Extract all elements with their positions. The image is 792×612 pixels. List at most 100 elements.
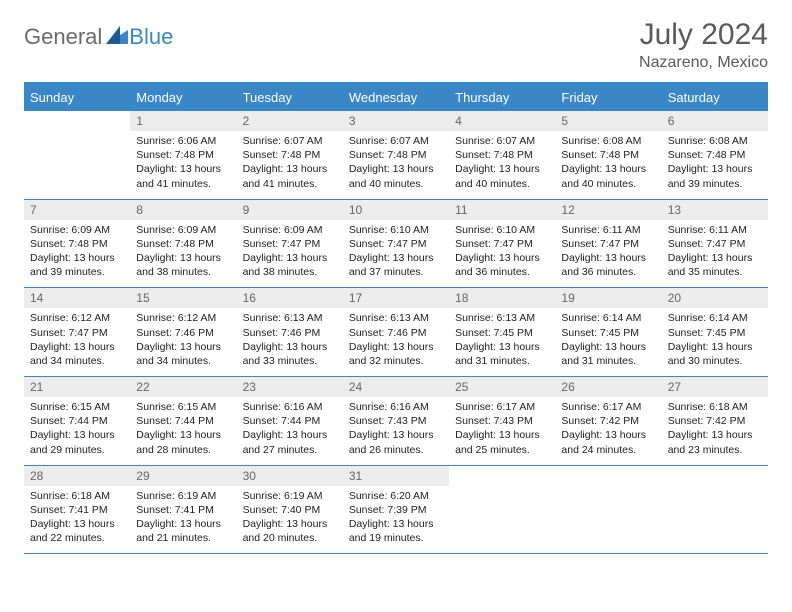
daylight-text-1: Daylight: 13 hours	[136, 340, 230, 354]
sunset-text: Sunset: 7:45 PM	[455, 326, 549, 340]
sunrise-text: Sunrise: 6:19 AM	[136, 489, 230, 503]
logo-text-blue: Blue	[129, 24, 173, 50]
daylight-text-2: and 38 minutes.	[243, 265, 337, 279]
day-number: 28	[24, 466, 130, 486]
daylight-text-2: and 36 minutes.	[561, 265, 655, 279]
daylight-text-2: and 28 minutes.	[136, 443, 230, 457]
calendar-cell: 11Sunrise: 6:10 AMSunset: 7:47 PMDayligh…	[449, 199, 555, 288]
sunset-text: Sunset: 7:48 PM	[455, 148, 549, 162]
sunrise-text: Sunrise: 6:16 AM	[349, 400, 443, 414]
sunrise-text: Sunrise: 6:19 AM	[243, 489, 337, 503]
calendar-cell: 7Sunrise: 6:09 AMSunset: 7:48 PMDaylight…	[24, 199, 130, 288]
daylight-text-2: and 33 minutes.	[243, 354, 337, 368]
day-body: Sunrise: 6:19 AMSunset: 7:40 PMDaylight:…	[237, 486, 343, 554]
calendar-cell: 17Sunrise: 6:13 AMSunset: 7:46 PMDayligh…	[343, 288, 449, 377]
daylight-text-2: and 31 minutes.	[455, 354, 549, 368]
daylight-text-2: and 34 minutes.	[136, 354, 230, 368]
calendar-cell: 14Sunrise: 6:12 AMSunset: 7:47 PMDayligh…	[24, 288, 130, 377]
daylight-text-1: Daylight: 13 hours	[668, 251, 762, 265]
daylight-text-2: and 24 minutes.	[561, 443, 655, 457]
day-body: Sunrise: 6:15 AMSunset: 7:44 PMDaylight:…	[130, 397, 236, 465]
sunset-text: Sunset: 7:45 PM	[561, 326, 655, 340]
sunset-text: Sunset: 7:47 PM	[455, 237, 549, 251]
daylight-text-2: and 20 minutes.	[243, 531, 337, 545]
daylight-text-2: and 41 minutes.	[136, 177, 230, 191]
sunset-text: Sunset: 7:44 PM	[243, 414, 337, 428]
sunrise-text: Sunrise: 6:17 AM	[455, 400, 549, 414]
day-header: Saturday	[662, 83, 768, 111]
calendar-header-row: Sunday Monday Tuesday Wednesday Thursday…	[24, 83, 768, 111]
sunrise-text: Sunrise: 6:18 AM	[30, 489, 124, 503]
daylight-text-1: Daylight: 13 hours	[561, 162, 655, 176]
daylight-text-2: and 27 minutes.	[243, 443, 337, 457]
day-body: Sunrise: 6:11 AMSunset: 7:47 PMDaylight:…	[555, 220, 661, 288]
sunset-text: Sunset: 7:48 PM	[561, 148, 655, 162]
sunrise-text: Sunrise: 6:09 AM	[136, 223, 230, 237]
day-body: Sunrise: 6:13 AMSunset: 7:45 PMDaylight:…	[449, 308, 555, 376]
sunset-text: Sunset: 7:39 PM	[349, 503, 443, 517]
calendar-cell: 30Sunrise: 6:19 AMSunset: 7:40 PMDayligh…	[237, 465, 343, 554]
day-body: Sunrise: 6:06 AMSunset: 7:48 PMDaylight:…	[130, 131, 236, 199]
sunrise-text: Sunrise: 6:12 AM	[136, 311, 230, 325]
daylight-text-2: and 31 minutes.	[561, 354, 655, 368]
calendar-cell: 18Sunrise: 6:13 AMSunset: 7:45 PMDayligh…	[449, 288, 555, 377]
sunset-text: Sunset: 7:43 PM	[455, 414, 549, 428]
sunrise-text: Sunrise: 6:15 AM	[136, 400, 230, 414]
day-body: Sunrise: 6:08 AMSunset: 7:48 PMDaylight:…	[662, 131, 768, 199]
day-number: 29	[130, 466, 236, 486]
sunset-text: Sunset: 7:48 PM	[136, 237, 230, 251]
calendar-cell: 20Sunrise: 6:14 AMSunset: 7:45 PMDayligh…	[662, 288, 768, 377]
sunset-text: Sunset: 7:44 PM	[136, 414, 230, 428]
calendar-cell: 6Sunrise: 6:08 AMSunset: 7:48 PMDaylight…	[662, 111, 768, 199]
day-number: 30	[237, 466, 343, 486]
calendar-cell: 21Sunrise: 6:15 AMSunset: 7:44 PMDayligh…	[24, 377, 130, 466]
daylight-text-2: and 39 minutes.	[30, 265, 124, 279]
sunset-text: Sunset: 7:47 PM	[349, 237, 443, 251]
sunset-text: Sunset: 7:47 PM	[30, 326, 124, 340]
day-body: Sunrise: 6:15 AMSunset: 7:44 PMDaylight:…	[24, 397, 130, 465]
day-number: 14	[24, 288, 130, 308]
calendar-cell: 26Sunrise: 6:17 AMSunset: 7:42 PMDayligh…	[555, 377, 661, 466]
daylight-text-1: Daylight: 13 hours	[30, 428, 124, 442]
day-number: 3	[343, 111, 449, 131]
calendar-cell: 31Sunrise: 6:20 AMSunset: 7:39 PMDayligh…	[343, 465, 449, 554]
daylight-text-2: and 21 minutes.	[136, 531, 230, 545]
sunrise-text: Sunrise: 6:06 AM	[136, 134, 230, 148]
calendar-cell: 3Sunrise: 6:07 AMSunset: 7:48 PMDaylight…	[343, 111, 449, 199]
day-number: 21	[24, 377, 130, 397]
calendar-cell: 10Sunrise: 6:10 AMSunset: 7:47 PMDayligh…	[343, 199, 449, 288]
daylight-text-1: Daylight: 13 hours	[30, 340, 124, 354]
calendar-row: 28Sunrise: 6:18 AMSunset: 7:41 PMDayligh…	[24, 465, 768, 554]
sunrise-text: Sunrise: 6:09 AM	[243, 223, 337, 237]
daylight-text-2: and 35 minutes.	[668, 265, 762, 279]
sunset-text: Sunset: 7:46 PM	[136, 326, 230, 340]
sunrise-text: Sunrise: 6:09 AM	[30, 223, 124, 237]
day-header: Sunday	[24, 83, 130, 111]
calendar-cell: 8Sunrise: 6:09 AMSunset: 7:48 PMDaylight…	[130, 199, 236, 288]
day-body: Sunrise: 6:09 AMSunset: 7:47 PMDaylight:…	[237, 220, 343, 288]
day-number: 24	[343, 377, 449, 397]
daylight-text-1: Daylight: 13 hours	[243, 340, 337, 354]
daylight-text-2: and 19 minutes.	[349, 531, 443, 545]
daylight-text-1: Daylight: 13 hours	[30, 251, 124, 265]
daylight-text-2: and 40 minutes.	[561, 177, 655, 191]
calendar-table: Sunday Monday Tuesday Wednesday Thursday…	[24, 82, 768, 554]
month-title: July 2024	[639, 18, 768, 52]
calendar-row: 21Sunrise: 6:15 AMSunset: 7:44 PMDayligh…	[24, 377, 768, 466]
day-number: 26	[555, 377, 661, 397]
day-number: 11	[449, 200, 555, 220]
sunset-text: Sunset: 7:48 PM	[30, 237, 124, 251]
day-body: Sunrise: 6:16 AMSunset: 7:44 PMDaylight:…	[237, 397, 343, 465]
day-number: 1	[130, 111, 236, 131]
daylight-text-1: Daylight: 13 hours	[668, 428, 762, 442]
day-number: 17	[343, 288, 449, 308]
daylight-text-1: Daylight: 13 hours	[30, 517, 124, 531]
calendar-cell: 22Sunrise: 6:15 AMSunset: 7:44 PMDayligh…	[130, 377, 236, 466]
daylight-text-1: Daylight: 13 hours	[561, 428, 655, 442]
sunset-text: Sunset: 7:48 PM	[668, 148, 762, 162]
sunrise-text: Sunrise: 6:14 AM	[668, 311, 762, 325]
sunset-text: Sunset: 7:42 PM	[561, 414, 655, 428]
calendar-cell: 16Sunrise: 6:13 AMSunset: 7:46 PMDayligh…	[237, 288, 343, 377]
sunrise-text: Sunrise: 6:11 AM	[561, 223, 655, 237]
calendar-cell: 2Sunrise: 6:07 AMSunset: 7:48 PMDaylight…	[237, 111, 343, 199]
